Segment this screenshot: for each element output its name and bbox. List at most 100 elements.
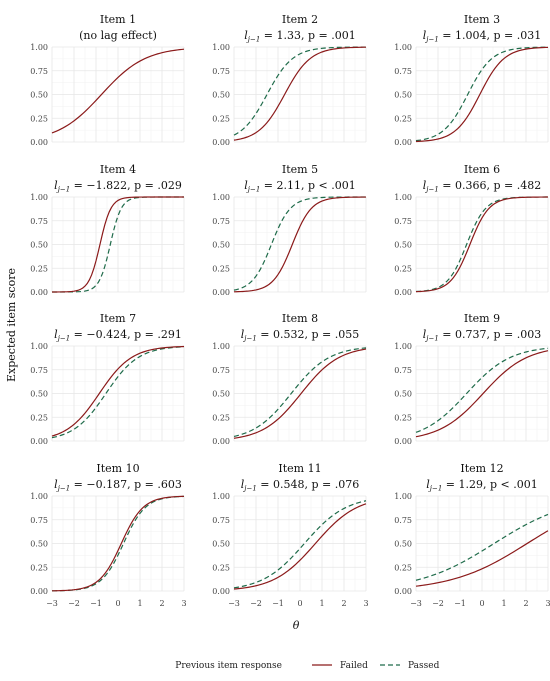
x-tick-label: 2 bbox=[341, 599, 346, 608]
panel-item-8: 0.00 0.25 0.50 0.75 1.00 Item 8 lj−1 = 0.532, … bbox=[212, 312, 367, 446]
failed-curve bbox=[233, 503, 367, 590]
legend-failed-label: Failed bbox=[340, 661, 368, 671]
panel-item-5: 0.00 0.25 0.50 0.75 1.00 Item 5 lj−1 = 2.11, p… bbox=[212, 163, 367, 297]
y-tick-label: 0.50 bbox=[212, 540, 230, 549]
y-tick-label: 0.50 bbox=[30, 390, 48, 399]
y-tick-label: 0.50 bbox=[212, 241, 230, 250]
failed-curve bbox=[233, 46, 367, 141]
legend-title: Previous item response bbox=[175, 661, 282, 671]
y-tick-label: 0.00 bbox=[30, 288, 48, 297]
y-tick-label: 0.75 bbox=[30, 366, 48, 375]
y-tick-label: 0.50 bbox=[394, 241, 412, 250]
y-tick-label: 0.00 bbox=[394, 138, 412, 147]
y-tick-label: 0.00 bbox=[394, 587, 412, 596]
panel-title: Item 12 bbox=[460, 462, 503, 475]
y-tick-label: 0.25 bbox=[30, 563, 48, 572]
panel-subtitle: lj−1 = 0.532, p = .055 bbox=[241, 328, 359, 343]
y-tick-label: 0.25 bbox=[212, 413, 230, 422]
failed-curve bbox=[415, 350, 549, 438]
x-tick-label: −2 bbox=[432, 599, 444, 608]
y-tick-label: 0.50 bbox=[394, 390, 412, 399]
y-tick-label: 0.00 bbox=[30, 587, 48, 596]
y-tick-label: 0.50 bbox=[30, 241, 48, 250]
y-tick-label: 0.25 bbox=[30, 114, 48, 123]
y-axis-label: Expected item score bbox=[5, 268, 18, 382]
legend: Previous item response Failed Passed bbox=[175, 661, 439, 671]
x-tick-label: 0 bbox=[479, 599, 484, 608]
y-tick-label: 0.25 bbox=[30, 264, 48, 273]
panel-subtitle: lj−1 = 0.548, p = .076 bbox=[241, 478, 359, 493]
panel-subtitle: lj−1 = 1.33, p = .001 bbox=[244, 29, 355, 44]
panel-subtitle: lj−1 = 0.366, p = .482 bbox=[423, 179, 541, 194]
y-tick-label: 1.00 bbox=[394, 342, 412, 351]
panel-title: Item 8 bbox=[282, 312, 318, 325]
y-tick-label: 0.00 bbox=[212, 138, 230, 147]
y-tick-label: 0.25 bbox=[394, 264, 412, 273]
y-tick-label: 0.00 bbox=[212, 437, 230, 446]
panel-title: Item 6 bbox=[464, 163, 500, 176]
y-tick-label: 0.50 bbox=[212, 91, 230, 100]
x-tick-label: 1 bbox=[501, 599, 506, 608]
y-tick-label: 0.25 bbox=[30, 413, 48, 422]
panel-subtitle: (no lag effect) bbox=[79, 29, 157, 42]
passed-curve bbox=[415, 347, 549, 433]
y-tick-label: 1.00 bbox=[212, 193, 230, 202]
y-tick-label: 1.00 bbox=[394, 43, 412, 52]
panel-title: Item 1 bbox=[100, 13, 136, 26]
x-axis-label: θ bbox=[293, 619, 300, 632]
y-tick-label: 0.75 bbox=[394, 217, 412, 226]
failed-curve bbox=[415, 46, 549, 143]
passed-curve bbox=[415, 46, 549, 142]
y-tick-label: 0.25 bbox=[394, 413, 412, 422]
y-tick-label: 0.75 bbox=[394, 516, 412, 525]
y-tick-label: 0.00 bbox=[30, 437, 48, 446]
y-tick-label: 1.00 bbox=[212, 342, 230, 351]
x-tick-label: −1 bbox=[90, 599, 102, 608]
y-tick-label: 0.25 bbox=[394, 563, 412, 572]
y-tick-label: 0.75 bbox=[212, 366, 230, 375]
y-tick-label: 0.75 bbox=[30, 516, 48, 525]
passed-curve bbox=[233, 196, 367, 291]
panel-item-7: 0.00 0.25 0.50 0.75 1.00 Item 7 lj−1 = −0.424,… bbox=[30, 312, 185, 446]
y-tick-label: 0.00 bbox=[394, 437, 412, 446]
panel-item-12: 0.00 0.25 0.50 0.75 1.00 −3 −2 −1 0 1 2 3 Item 12 lj−… bbox=[394, 462, 550, 608]
x-tick-label: 0 bbox=[115, 599, 120, 608]
x-tick-label: 0 bbox=[297, 599, 302, 608]
panel-subtitle: lj−1 = 1.29, p < .001 bbox=[426, 478, 537, 493]
panel-item-10: 0.00 0.25 0.50 0.75 1.00 −3 −2 −1 0 1 2 3 Item 10 lj−… bbox=[30, 462, 186, 608]
y-tick-label: 0.75 bbox=[394, 366, 412, 375]
y-tick-label: 0.50 bbox=[212, 390, 230, 399]
x-tick-label: 1 bbox=[137, 599, 142, 608]
panel-title: Item 4 bbox=[100, 163, 136, 176]
y-tick-label: 1.00 bbox=[30, 43, 48, 52]
x-tick-label: −3 bbox=[410, 599, 422, 608]
y-tick-label: 1.00 bbox=[394, 193, 412, 202]
panel-item-4: 0.00 0.25 0.50 0.75 1.00 Item 4 lj−1 = −1.822,… bbox=[30, 163, 185, 297]
legend-passed-label: Passed bbox=[408, 661, 440, 671]
failed-curve bbox=[415, 530, 549, 587]
panel-item-3: 0.00 0.25 0.50 0.75 1.00 Item 3 lj−1 = 1.004, … bbox=[394, 13, 549, 147]
x-tick-label: 3 bbox=[363, 599, 368, 608]
y-tick-label: 0.00 bbox=[30, 138, 48, 147]
panel-subtitle: lj−1 = −0.424, p = .291 bbox=[54, 328, 182, 343]
x-tick-label: −3 bbox=[228, 599, 240, 608]
y-tick-label: 1.00 bbox=[30, 492, 48, 501]
panel-title: Item 11 bbox=[278, 462, 321, 475]
panel-title: Item 7 bbox=[100, 312, 136, 325]
y-tick-label: 0.75 bbox=[212, 67, 230, 76]
panel-item-1: 0.00 0.25 0.50 0.75 1.00 Item 1 (no lag effect… bbox=[30, 13, 185, 147]
passed-curve bbox=[415, 513, 549, 581]
x-tick-label: −2 bbox=[250, 599, 262, 608]
y-tick-label: 0.25 bbox=[394, 114, 412, 123]
passed-curve bbox=[233, 46, 366, 136]
y-tick-label: 0.00 bbox=[212, 288, 230, 297]
x-tick-label: −3 bbox=[46, 599, 58, 608]
failed-curve bbox=[233, 348, 367, 439]
failed-curve bbox=[415, 196, 548, 293]
failed-curve bbox=[52, 196, 184, 293]
y-tick-label: 0.50 bbox=[394, 540, 412, 549]
y-tick-label: 0.25 bbox=[212, 264, 230, 273]
panel-title: Item 3 bbox=[464, 13, 500, 26]
y-tick-label: 1.00 bbox=[212, 492, 230, 501]
